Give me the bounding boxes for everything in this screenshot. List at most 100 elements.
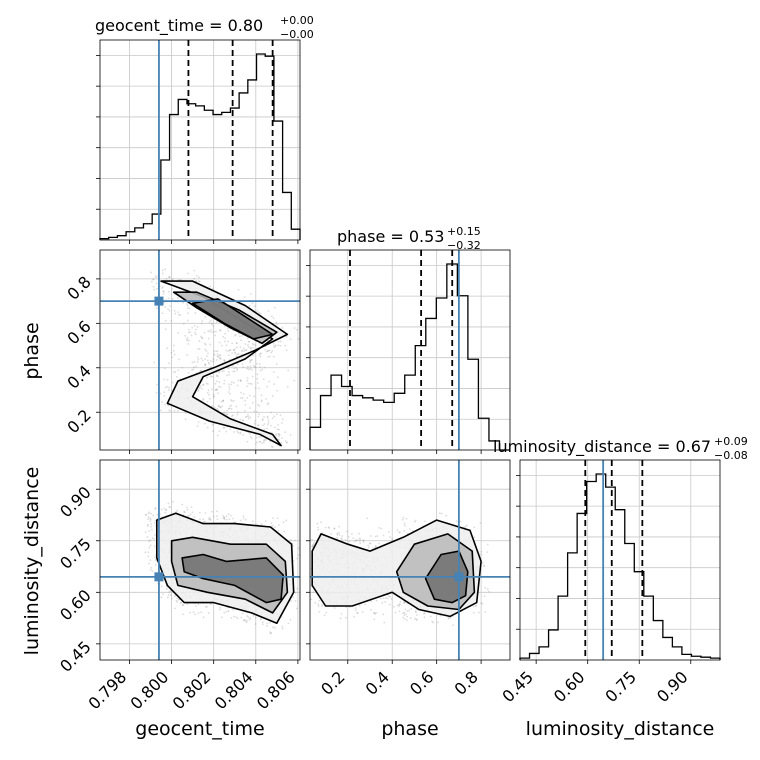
sample-point xyxy=(261,418,264,421)
sample-point xyxy=(254,387,257,390)
sample-point xyxy=(149,559,152,562)
sample-point xyxy=(281,625,284,628)
sample-point xyxy=(193,366,195,369)
sample-point xyxy=(232,365,235,367)
sample-point xyxy=(244,416,247,418)
sample-point xyxy=(403,614,406,616)
sample-point xyxy=(320,521,323,524)
sample-point xyxy=(186,508,189,511)
sample-point xyxy=(242,347,245,350)
sample-point xyxy=(171,287,173,290)
sample-point xyxy=(285,441,288,444)
sample-point xyxy=(374,613,377,615)
sample-point xyxy=(261,621,264,624)
sample-point xyxy=(232,370,234,373)
sample-point xyxy=(283,530,286,533)
sample-point xyxy=(205,382,208,385)
sample-point xyxy=(406,619,408,622)
sample-point xyxy=(311,538,313,541)
sample-point xyxy=(258,435,261,438)
sample-point xyxy=(414,617,416,620)
sample-point xyxy=(173,353,176,356)
sample-point xyxy=(234,352,237,355)
sample-point xyxy=(254,420,256,422)
sample-point xyxy=(206,359,209,362)
sample-point xyxy=(202,398,205,400)
sample-point xyxy=(384,600,387,603)
sample-point xyxy=(248,361,251,364)
sample-point xyxy=(207,352,209,355)
sample-point xyxy=(432,621,435,624)
sample-point xyxy=(211,375,214,378)
sample-point xyxy=(252,364,255,367)
sample-point xyxy=(272,355,275,358)
sample-point xyxy=(339,617,342,620)
sample-point xyxy=(152,278,155,281)
sample-point xyxy=(260,523,263,526)
sample-point xyxy=(150,528,153,531)
sample-point xyxy=(147,551,150,554)
sample-point xyxy=(249,435,252,438)
sample-point xyxy=(229,514,232,517)
frame-phase xyxy=(309,249,511,451)
title-geocent-time-plus: +0.00 xyxy=(280,14,314,27)
sample-point xyxy=(150,523,153,525)
sample-point xyxy=(228,518,231,521)
sample-point xyxy=(156,287,158,290)
sample-point xyxy=(239,345,242,348)
sample-point xyxy=(391,537,393,540)
sample-point xyxy=(248,407,251,409)
sample-point xyxy=(222,516,225,519)
sample-point xyxy=(358,532,360,535)
sample-point xyxy=(219,608,221,611)
sample-point xyxy=(277,340,280,343)
sample-point xyxy=(199,369,202,372)
sample-point xyxy=(171,356,173,359)
sample-point xyxy=(480,602,483,604)
sample-point xyxy=(481,602,484,605)
sample-point xyxy=(176,297,179,300)
sample-point xyxy=(150,512,152,515)
sample-point xyxy=(186,319,189,322)
sample-point xyxy=(296,557,299,560)
sample-point xyxy=(186,603,189,606)
sample-point xyxy=(340,537,343,540)
sample-point xyxy=(321,605,324,607)
sample-point xyxy=(273,627,276,629)
sample-point xyxy=(213,406,216,409)
sample-point xyxy=(194,333,197,336)
sample-point xyxy=(152,278,155,281)
sample-point xyxy=(258,387,260,390)
sample-point xyxy=(253,422,256,425)
sample-point xyxy=(447,617,450,619)
sample-point xyxy=(402,612,405,614)
sample-point xyxy=(156,307,158,310)
sample-point xyxy=(265,398,267,400)
sample-point xyxy=(317,603,320,606)
title-luminosity-distance-main: luminosity_distance = 0.67 xyxy=(493,437,711,457)
histogram-geocent-time-panel xyxy=(96,39,301,244)
sample-point xyxy=(244,403,247,406)
sample-point xyxy=(150,280,153,283)
sample-point xyxy=(333,607,336,609)
sample-point xyxy=(249,365,252,368)
sample-point xyxy=(168,276,171,279)
sample-point xyxy=(228,388,231,391)
sample-point xyxy=(164,403,166,406)
sample-point xyxy=(200,387,203,390)
sample-point xyxy=(152,285,155,288)
sample-point xyxy=(260,617,263,620)
sample-point xyxy=(375,599,378,602)
sample-point xyxy=(483,565,486,568)
sample-point xyxy=(149,520,152,523)
sample-point xyxy=(146,525,149,527)
sample-point xyxy=(212,358,215,361)
sample-point xyxy=(239,335,241,338)
sample-point xyxy=(197,421,200,423)
sample-point xyxy=(272,517,275,520)
sample-point xyxy=(262,424,264,427)
ytick-label-luminosity-distance: 0.60 xyxy=(56,586,95,625)
sample-point xyxy=(228,383,231,386)
sample-point xyxy=(202,518,205,521)
title-phase-plus: +0.15 xyxy=(447,225,481,238)
